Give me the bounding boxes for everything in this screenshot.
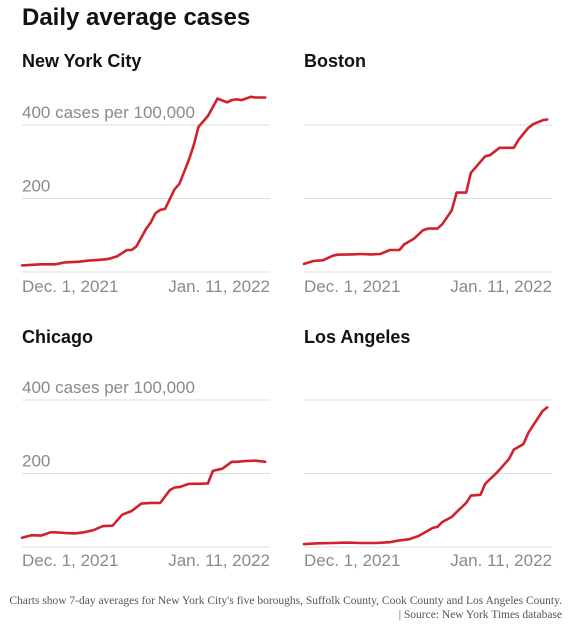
chart-panel-1: Dec. 1, 2021 Jan. 11, 2022 Boston [302, 51, 552, 296]
x-tick-label: Jan. 11, 2022 [168, 277, 270, 296]
y-tick-label: 400 cases per 100,000 [22, 103, 195, 122]
chart-title: New York City [22, 51, 141, 71]
x-tick-label: Dec. 1, 2021 [304, 551, 400, 570]
chart-title: Boston [304, 51, 366, 71]
x-tick-label: Dec. 1, 2021 [22, 551, 118, 570]
x-tick-label: Jan. 11, 2022 [168, 551, 270, 570]
x-tick-label: Jan. 11, 2022 [450, 551, 552, 570]
y-tick-label: 200 [22, 177, 50, 196]
y-tick-label: 400 cases per 100,000 [22, 378, 195, 397]
x-tick-label: Dec. 1, 2021 [304, 277, 400, 296]
page-title: Daily average cases [22, 4, 250, 31]
series-line [302, 406, 549, 546]
chart-panel-0: 200 400 cases per 100,000 Dec. 1, 2021 Jan.… [20, 51, 270, 296]
source-note: Charts show 7-day averages for New York … [9, 595, 562, 621]
series-line [20, 459, 267, 540]
chart-panel-2: 200 400 cases per 100,000 Dec. 1, 2021 Jan.… [20, 327, 270, 570]
chart-panel-3: Dec. 1, 2021 Jan. 11, 2022 Los Angeles [302, 327, 552, 570]
chart-panels: 200 400 cases per 100,000 Dec. 1, 2021 Jan.… [20, 51, 552, 570]
chart-title: Chicago [22, 327, 93, 347]
x-tick-label: Dec. 1, 2021 [22, 277, 118, 296]
x-tick-label: Jan. 11, 2022 [450, 277, 552, 296]
chart-title: Los Angeles [304, 327, 410, 347]
series-line [20, 95, 267, 267]
series-line [302, 118, 549, 266]
y-tick-label: 200 [22, 452, 50, 471]
